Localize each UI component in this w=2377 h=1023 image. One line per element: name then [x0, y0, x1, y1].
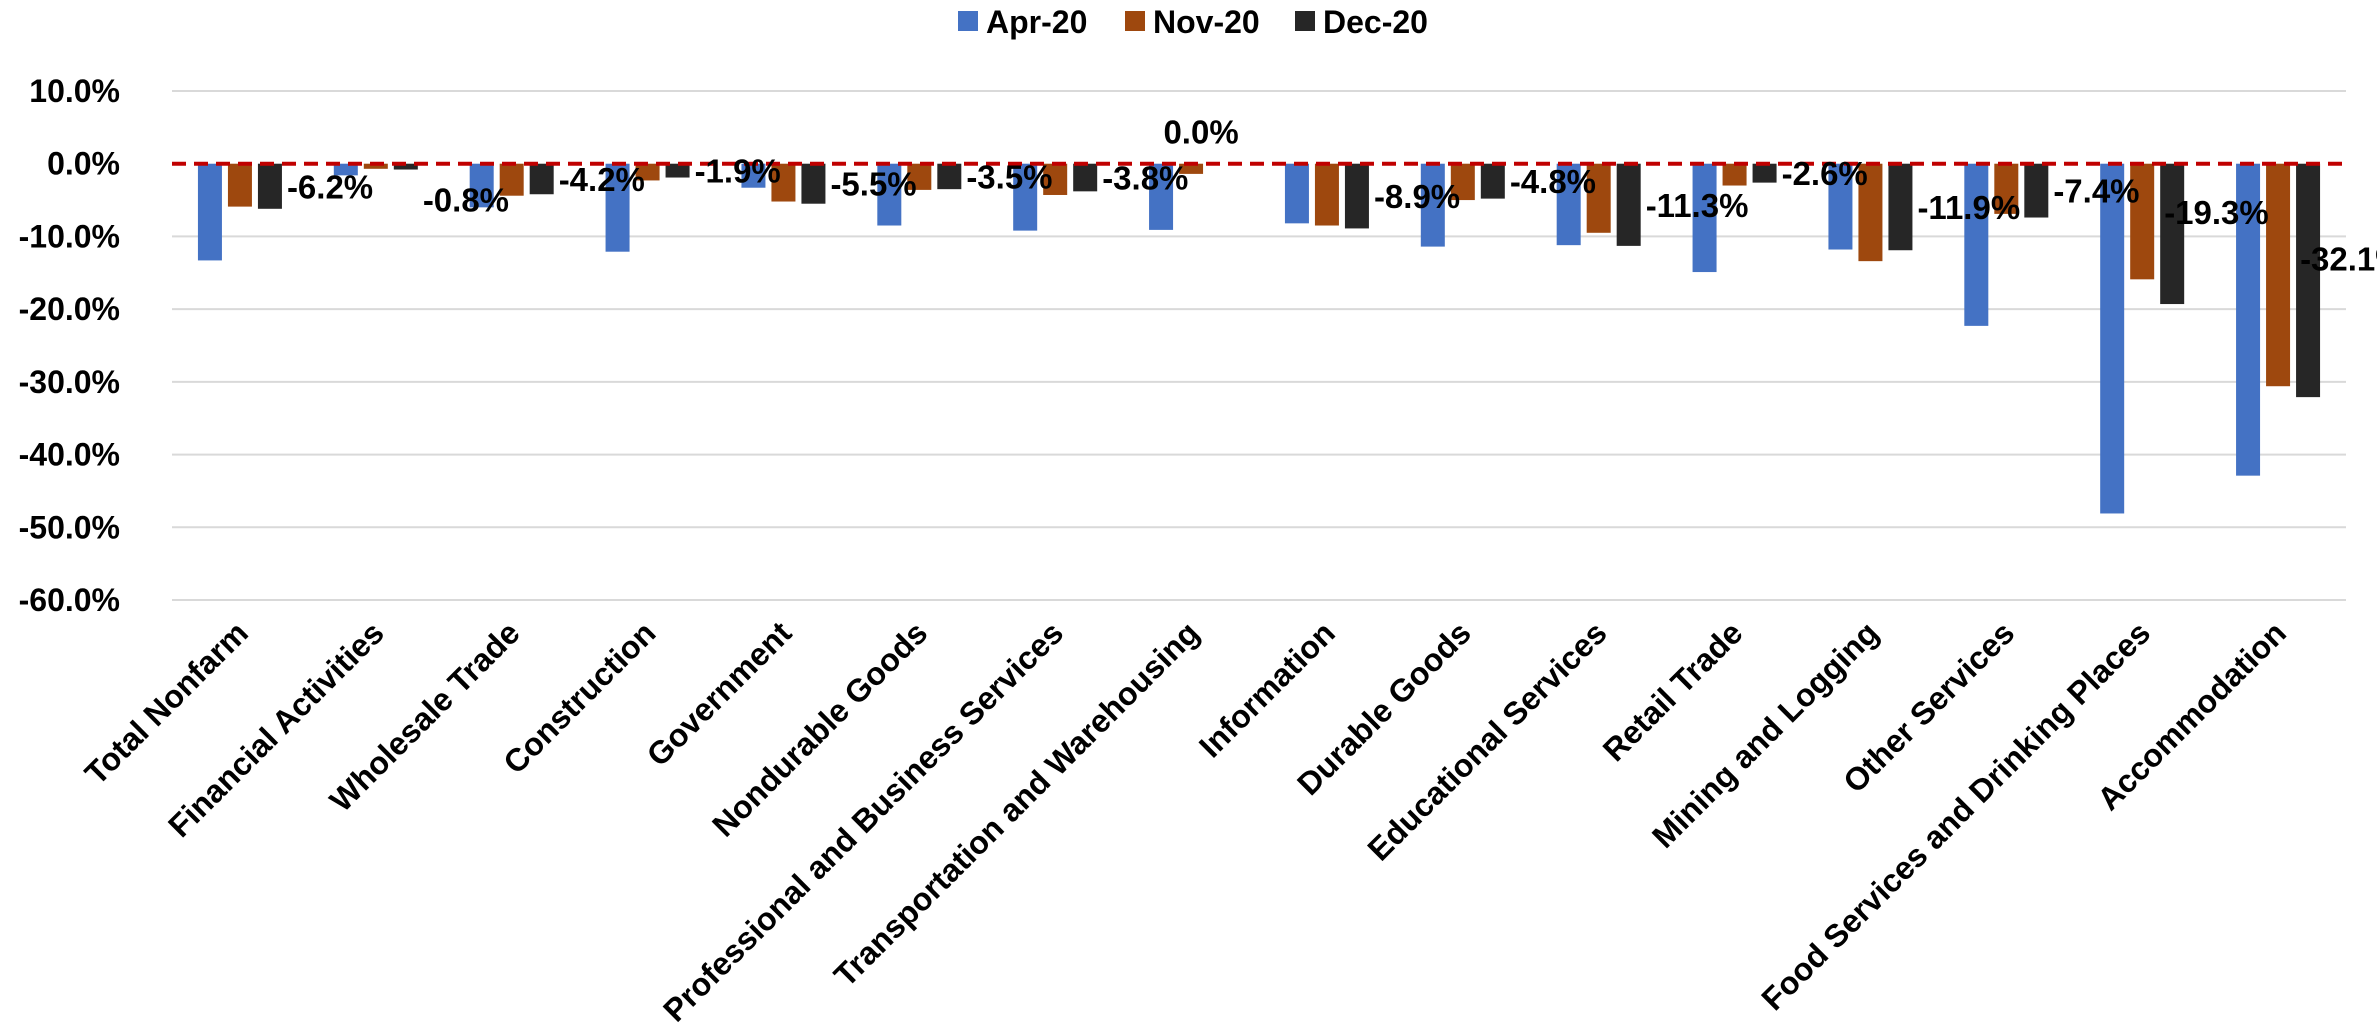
- bar-dec-20: [1073, 163, 1098, 192]
- bar-dec-20: [1344, 163, 1369, 229]
- gridlines: [172, 90, 2346, 601]
- bar-apr-20: [1013, 163, 1038, 231]
- data-label: -5.5%: [830, 166, 916, 203]
- data-label: 0.0%: [1163, 114, 1238, 151]
- bars: [197, 163, 2321, 514]
- category-label: Mining and Logging: [1645, 614, 1885, 854]
- legend-swatch: [1295, 11, 1315, 31]
- legend-item: Nov-20: [1125, 4, 1260, 40]
- bar-nov-20: [771, 163, 796, 202]
- y-tick-label: 0.0%: [47, 146, 120, 182]
- legend-item: Dec-20: [1295, 4, 1428, 40]
- category-label: Retail Trade: [1596, 614, 1750, 768]
- category-label: Educational Services: [1361, 614, 1614, 867]
- data-label: -4.2%: [559, 161, 645, 198]
- bar-apr-20: [1692, 163, 1717, 273]
- y-tick-label: -30.0%: [19, 364, 120, 400]
- bar-dec-20: [393, 163, 418, 170]
- bar-nov-20: [1586, 163, 1611, 233]
- bar-apr-20: [1149, 163, 1174, 230]
- legend-label: Nov-20: [1153, 4, 1260, 40]
- bar-apr-20: [333, 163, 358, 176]
- y-tick-label: -60.0%: [19, 582, 120, 618]
- legend-item: Apr-20: [958, 4, 1087, 40]
- data-label: -4.8%: [1510, 163, 1596, 200]
- bar-nov-20: [2266, 163, 2291, 387]
- legend: Apr-20 Nov-20 Dec-20: [958, 4, 1428, 40]
- bar-nov-20: [2130, 163, 2155, 280]
- bar-nov-20: [363, 163, 388, 169]
- data-label: -11.3%: [1646, 187, 1749, 224]
- bar-nov-20: [499, 163, 524, 196]
- bar-dec-20: [529, 163, 554, 195]
- bar-apr-20: [2236, 163, 2261, 476]
- legend-swatch: [1125, 11, 1145, 31]
- y-axis-ticks: 10.0% 0.0% -10.0% -20.0% -30.0% -40.0% -50.0% -…: [19, 73, 120, 618]
- bar-dec-20: [801, 163, 826, 204]
- bar-nov-20: [907, 163, 932, 190]
- bar-nov-20: [1994, 163, 2019, 214]
- data-label: -3.5%: [966, 158, 1052, 195]
- bar-dec-20: [2024, 163, 2049, 218]
- bar-nov-20: [227, 163, 252, 207]
- bar-nov-20: [1314, 163, 1339, 226]
- bar-apr-20: [2100, 163, 2125, 514]
- bar-apr-20: [1420, 163, 1445, 247]
- bar-nov-20: [635, 163, 660, 181]
- bar-apr-20: [605, 163, 630, 252]
- bar-apr-20: [469, 163, 494, 208]
- data-label: -8.9%: [1374, 178, 1460, 215]
- y-tick-label: -40.0%: [19, 437, 120, 473]
- data-label: -0.8%: [423, 182, 509, 219]
- bar-dec-20: [2296, 163, 2321, 398]
- legend-label: Apr-20: [986, 4, 1087, 40]
- category-label: Information: [1192, 614, 1342, 764]
- legend-label: Dec-20: [1323, 4, 1428, 40]
- bar-apr-20: [1964, 163, 1989, 326]
- y-tick-label: -10.0%: [19, 218, 120, 254]
- bar-apr-20: [1556, 163, 1581, 246]
- legend-swatch: [958, 11, 978, 31]
- bar-nov-20: [1450, 163, 1475, 201]
- bar-dec-20: [257, 163, 282, 209]
- data-label: -19.3%: [2164, 194, 2269, 231]
- data-label: -6.2%: [287, 168, 373, 205]
- data-label: -2.6%: [1782, 155, 1868, 192]
- bar-apr-20: [1284, 163, 1309, 224]
- data-label: -32.1%: [2300, 240, 2377, 277]
- bar-dec-20: [937, 163, 962, 190]
- data-label: -1.9%: [695, 153, 781, 190]
- bar-dec-20: [1752, 163, 1777, 183]
- y-tick-label: -20.0%: [19, 291, 120, 327]
- bar-dec-20: [665, 163, 690, 178]
- bar-nov-20: [1179, 163, 1204, 174]
- bar-dec-20: [1616, 163, 1641, 246]
- bar-dec-20: [1480, 163, 1505, 199]
- bar-apr-20: [1828, 163, 1853, 250]
- y-tick-label: -50.0%: [19, 509, 120, 545]
- bar-apr-20: [741, 163, 766, 188]
- data-label: -11.9%: [1917, 189, 2020, 226]
- bar-nov-20: [1858, 163, 1883, 262]
- bar-nov-20: [1043, 163, 1068, 195]
- bar-apr-20: [197, 163, 222, 261]
- data-label: -3.8%: [1102, 160, 1188, 197]
- y-tick-label: 10.0%: [29, 73, 120, 109]
- bar-dec-20: [2160, 163, 2185, 305]
- bar-apr-20: [877, 163, 902, 226]
- bar-dec-20: [1888, 163, 1913, 251]
- data-labels: -6.2% -0.8% -4.2% -1.9% -5.5% -3.5% -3.8% 0.0% -…: [287, 114, 2377, 278]
- data-label: -7.4%: [2053, 173, 2139, 210]
- bar-nov-20: [1722, 163, 1747, 186]
